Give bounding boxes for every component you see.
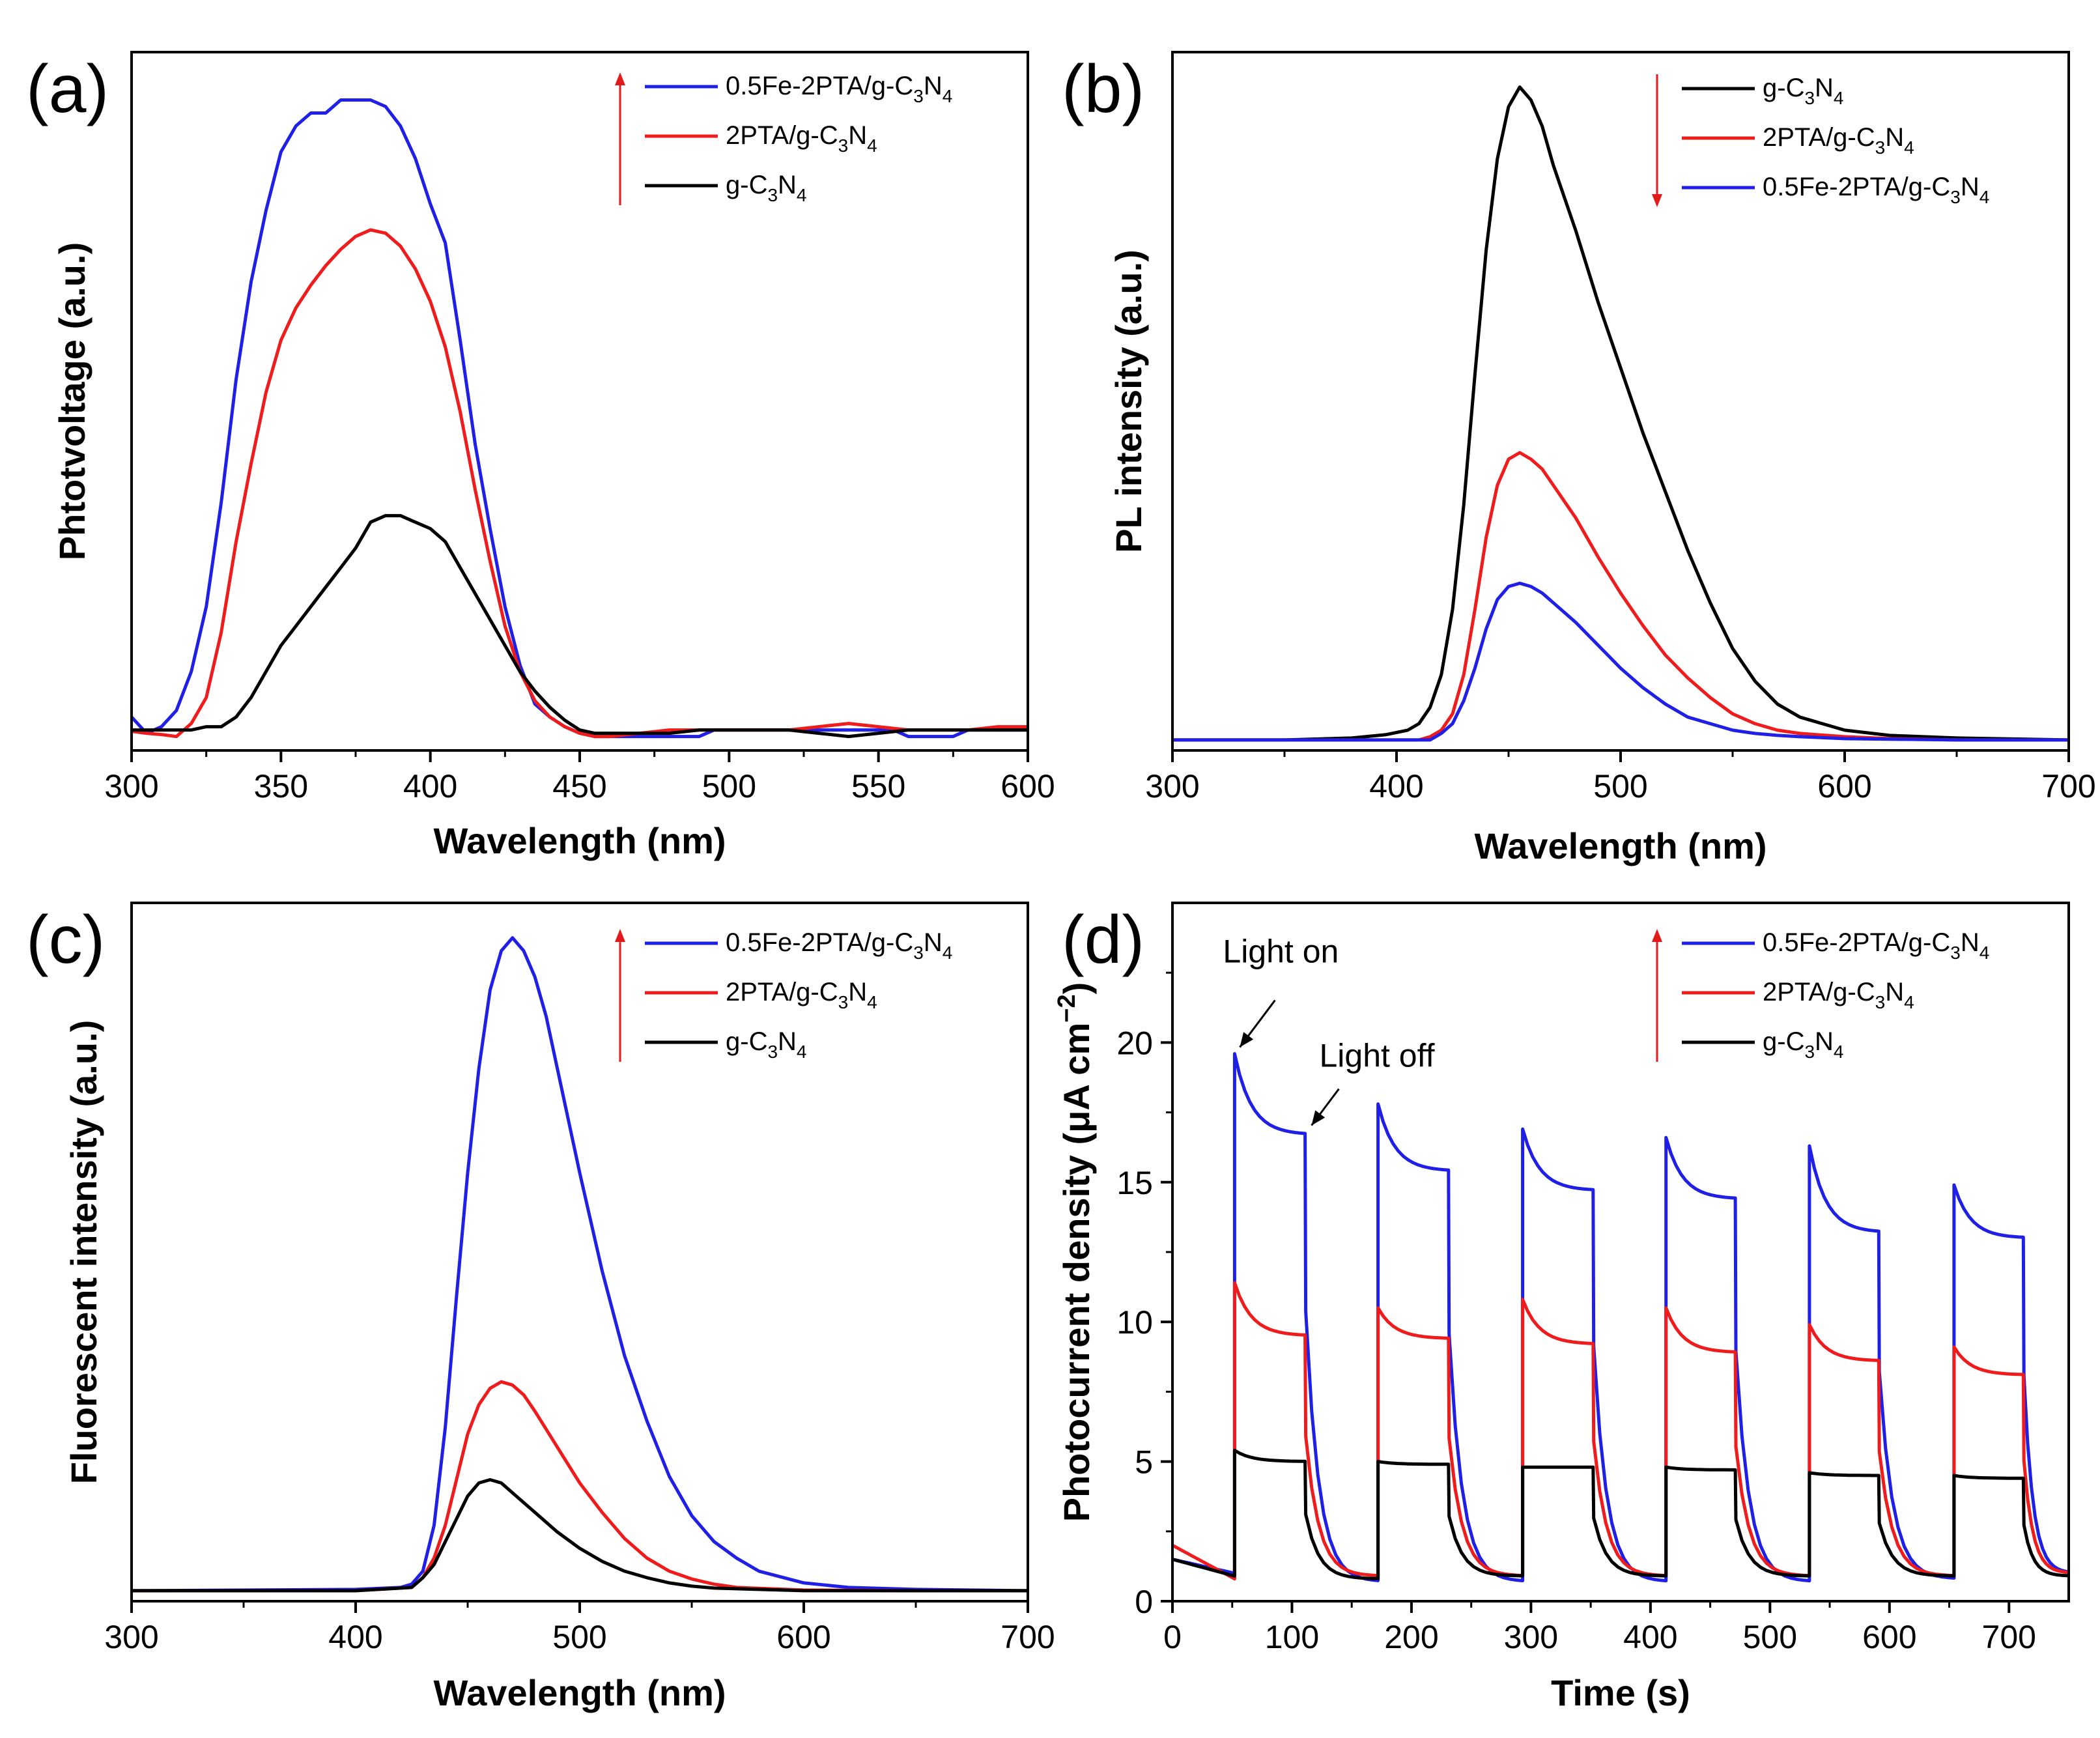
plot-frame	[130, 902, 1029, 1603]
x-tick-label: 0	[1163, 1619, 1182, 1655]
series-group	[1172, 1052, 2069, 1583]
series-group	[1172, 85, 2069, 742]
x-tick-label: 600	[1862, 1619, 1916, 1655]
x-tick-label: 300	[1504, 1619, 1558, 1655]
panel-label: (a)	[26, 51, 109, 127]
x-tick-label: 200	[1384, 1619, 1438, 1655]
x-tick-label: 400	[1623, 1619, 1677, 1655]
annotation-label: Light off	[1319, 1038, 1434, 1074]
y-axis-title-close: )	[1056, 982, 1097, 995]
panel-label: (b)	[1062, 51, 1144, 127]
y-axis-title: Phtotvoltage (a.u.)	[51, 242, 92, 560]
y-tick-label: 0	[1135, 1584, 1153, 1620]
series-line-0.5Fe-2PTA/g-C3N4	[132, 936, 1028, 1593]
legend-label: g-C3N4	[1763, 74, 1844, 108]
x-tick-label: 500	[1593, 768, 1647, 805]
x-tick-label: 300	[1145, 768, 1199, 805]
legend: 0.5Fe-2PTA/g-C3N4 2PTA/g-C3N4 g-C3N4	[615, 72, 952, 205]
panel-label: (c)	[26, 902, 105, 978]
series-line-2PTA/g-C3N4	[1172, 451, 2069, 742]
x-tick-label: 550	[851, 768, 905, 805]
x-tick-label: 350	[254, 768, 308, 805]
legend-label: g-C3N4	[726, 171, 807, 205]
legend-arrow-head-up	[615, 72, 625, 85]
y-axis-title: Photocurrent density (μA cm−2)	[1053, 982, 1097, 1522]
legend-label: 2PTA/g-C3N4	[726, 121, 877, 156]
y-tick-label: 20	[1116, 1025, 1153, 1061]
series-line-g-C3N4	[132, 1478, 1028, 1593]
x-tick-label: 100	[1265, 1619, 1319, 1655]
y-axis-title-main: Photocurrent density (μA cm	[1056, 1023, 1097, 1522]
legend-label: 2PTA/g-C3N4	[1763, 978, 1914, 1012]
x-tick-label: 600	[1000, 768, 1055, 805]
series-line-0.5Fe-2PTA/g-C3N4	[1172, 581, 2069, 742]
panel-label: (d)	[1062, 902, 1144, 978]
panel-b: 300 400 500 600 700 Wavelength (nm) PL intensi…	[1062, 51, 2096, 866]
y-tick-label: 5	[1135, 1444, 1153, 1481]
panel-d: 0 100 200 300 400 500 600 700 0 5 10 15 20 Time (s) Ph…	[1053, 902, 2070, 1713]
plot-frame	[1171, 51, 2070, 752]
series-line-2PTA/g-C3N4	[132, 228, 1028, 739]
legend-label: 2PTA/g-C3N4	[1763, 123, 1914, 158]
series-group	[132, 98, 1028, 739]
legend-arrow-head-down	[1652, 194, 1662, 207]
x-axis-title: Wavelength (nm)	[433, 820, 726, 861]
x-tick-label: 700	[2041, 768, 2095, 805]
annotation-arrow-head	[1240, 1032, 1254, 1047]
y-tick-label: 15	[1116, 1165, 1153, 1201]
plot-frame	[130, 51, 1029, 752]
series-line-g-C3N4	[1172, 85, 2069, 742]
x-tick-label: 600	[776, 1619, 830, 1655]
legend-label: 0.5Fe-2PTA/g-C3N4	[1763, 928, 1989, 963]
annotation-arrow-head	[1311, 1110, 1326, 1126]
x-axis-title: Wavelength (nm)	[433, 1672, 726, 1713]
series-line-g-C3N4	[132, 514, 1028, 739]
legend-label: 0.5Fe-2PTA/g-C3N4	[726, 72, 952, 106]
x-tick-label: 400	[1369, 768, 1423, 805]
x-tick-label: 400	[328, 1619, 382, 1655]
x-tick-label: 500	[1743, 1619, 1797, 1655]
legend-label: 0.5Fe-2PTA/g-C3N4	[1763, 173, 1989, 207]
series-group	[132, 936, 1028, 1593]
panel-c: 300 400 500 600 700 Wavelength (nm) Fluorescen…	[26, 902, 1055, 1713]
legend-label: 0.5Fe-2PTA/g-C3N4	[726, 928, 952, 963]
legend: 0.5Fe-2PTA/g-C3N4 2PTA/g-C3N4 g-C3N4	[1652, 928, 1989, 1062]
series-line-2PTA/g-C3N4	[132, 1380, 1028, 1593]
legend-label: g-C3N4	[1763, 1027, 1844, 1062]
legend-arrow-head-up	[1652, 929, 1662, 942]
x-axis-title: Wavelength (nm)	[1474, 825, 1767, 866]
x-tick-label: 300	[104, 1619, 158, 1655]
legend-label: g-C3N4	[726, 1027, 807, 1062]
y-axis-title: PL intensity (a.u.)	[1108, 249, 1149, 553]
series-line-g-C3N4	[1172, 1448, 2069, 1580]
legend: 0.5Fe-2PTA/g-C3N4 2PTA/g-C3N4 g-C3N4	[615, 928, 952, 1062]
y-axis-title-sup: −2	[1053, 994, 1081, 1022]
y-tick-label: 10	[1116, 1304, 1153, 1341]
x-tick-label: 400	[403, 768, 457, 805]
legend-arrow-head-up	[615, 929, 625, 942]
x-tick-label: 500	[702, 768, 756, 805]
annotation-label: Light on	[1223, 933, 1339, 970]
x-axis-title: Time (s)	[1551, 1672, 1690, 1713]
x-tick-label: 450	[552, 768, 606, 805]
x-tick-label: 700	[1000, 1619, 1055, 1655]
legend: g-C3N4 2PTA/g-C3N4 0.5Fe-2PTA/g-C3N4	[1652, 74, 1989, 207]
series-line-0.5Fe-2PTA/g-C3N4	[132, 98, 1028, 739]
x-tick-label: 600	[1817, 768, 1871, 805]
x-tick-label: 700	[1982, 1619, 2036, 1655]
x-tick-label: 300	[104, 768, 158, 805]
legend-label: 2PTA/g-C3N4	[726, 978, 877, 1012]
x-tick-label: 500	[552, 1619, 606, 1655]
y-axis-title: Fluorescent intensity (a.u.)	[63, 1020, 104, 1485]
panel-a: 300 350 400 450 500 550 600 Wavelength (nm) Phto…	[26, 51, 1055, 861]
